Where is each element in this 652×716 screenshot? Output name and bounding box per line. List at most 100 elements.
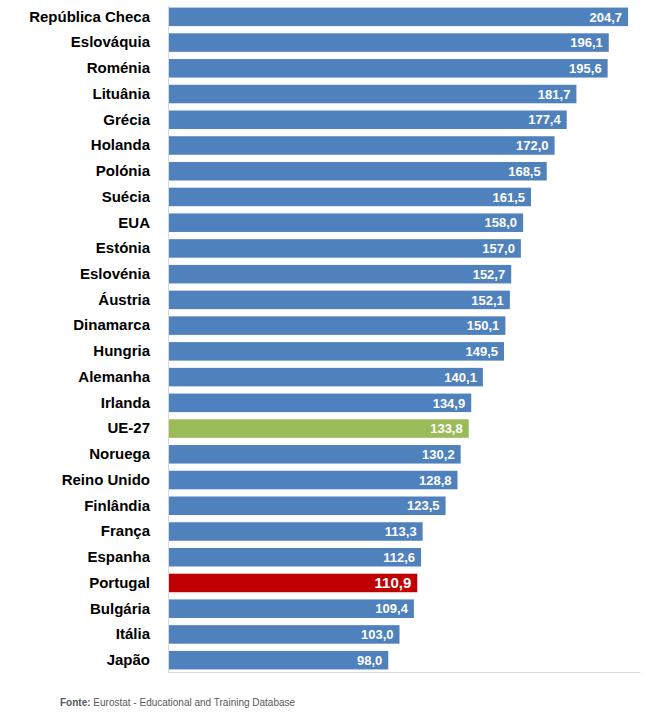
tick: Bulgária: [90, 599, 168, 616]
bar: [168, 265, 511, 284]
data-label: 112,6: [383, 550, 415, 565]
data-labels: 204,7196,1195,6181,7177,4172,0168,5161,5…: [357, 10, 622, 668]
data-label: 123,5: [407, 498, 440, 513]
tick-label: Dinamarca: [73, 316, 150, 333]
data-label: 140,1: [444, 370, 477, 385]
tick-label: Espanha: [87, 548, 150, 565]
bar: [168, 59, 608, 78]
tick-label: Irlanda: [101, 394, 151, 411]
tick-label: Noruega: [89, 445, 151, 462]
tick: Áustria: [98, 291, 168, 308]
tick: Irlanda: [101, 394, 168, 411]
tick: Espanha: [87, 548, 168, 565]
tick-label: UE-27: [107, 419, 150, 436]
tick-label: Japão: [107, 651, 150, 668]
tick: Grécia: [103, 111, 168, 128]
data-label: 152,1: [471, 293, 504, 308]
bar: [168, 162, 547, 181]
tick: Estónia: [96, 239, 168, 256]
tick: Alemanha: [78, 368, 168, 385]
tick-label: Lituânia: [92, 85, 150, 102]
y-axis-line: [168, 6, 169, 673]
x-axis-line: [169, 672, 641, 673]
tick: Suécia: [102, 188, 168, 205]
tick-label: Estónia: [96, 239, 151, 256]
bar: [168, 394, 471, 413]
data-label: 181,7: [538, 87, 571, 102]
tick-label: EUA: [118, 214, 150, 231]
tick-label: República Checa: [29, 8, 151, 25]
tick: Portugal: [89, 574, 168, 591]
bar: [168, 136, 555, 155]
tick: Eslovénia: [80, 265, 168, 282]
tick-label: Finlândia: [84, 497, 150, 514]
tick-label: Roménia: [87, 59, 151, 76]
bars: [168, 8, 628, 670]
tick: Reino Unido: [62, 471, 168, 488]
bar: [168, 111, 567, 130]
bar: [168, 497, 446, 516]
tick-label: Holanda: [91, 136, 151, 153]
tick-label: Grécia: [103, 111, 150, 128]
data-label: 204,7: [590, 10, 623, 25]
bar: [168, 316, 505, 335]
data-label: 157,0: [482, 241, 515, 256]
tick: Japão: [107, 651, 168, 668]
tick-label: Portugal: [89, 574, 150, 591]
bar: [168, 188, 531, 207]
annotations: Fonte: Eurostat - Educational and Traini…: [60, 697, 296, 708]
tick: UE-27: [107, 419, 168, 436]
tick: Itália: [116, 625, 168, 642]
data-label: 150,1: [467, 318, 500, 333]
tick-label: Eslováquia: [71, 33, 151, 50]
data-label: 98,0: [357, 653, 382, 668]
data-label: 134,9: [433, 396, 466, 411]
bar: [168, 368, 483, 387]
bar: [168, 213, 523, 232]
bar: [168, 342, 504, 361]
tick: Noruega: [89, 445, 168, 462]
bar: [168, 599, 414, 618]
tick-label: Bulgária: [90, 599, 151, 616]
source-note: Fonte: Eurostat - Educational and Traini…: [60, 697, 296, 708]
source-text: Eurostat - Educational and Training Data…: [93, 697, 295, 708]
tick: Dinamarca: [73, 316, 168, 333]
data-label: 172,0: [516, 138, 549, 153]
data-label: 110,9: [375, 574, 412, 591]
tick-label: Itália: [116, 625, 151, 642]
bar: [168, 445, 461, 464]
x-axis: [169, 672, 641, 673]
bar: [168, 651, 388, 670]
tick-label: Alemanha: [78, 368, 150, 385]
bar: [168, 471, 457, 490]
data-label: 128,8: [419, 473, 452, 488]
tick: Lituânia: [92, 85, 168, 102]
bar: [168, 33, 609, 52]
tick: Roménia: [87, 59, 168, 76]
bar: [168, 85, 576, 104]
tick-label: França: [101, 522, 151, 539]
data-label: 195,6: [569, 61, 602, 76]
data-label: 149,5: [465, 344, 498, 359]
tick-label: Suécia: [102, 188, 151, 205]
bar: [168, 291, 510, 310]
data-label: 161,5: [492, 190, 525, 205]
tick: EUA: [118, 214, 168, 231]
tick-label: Polónia: [96, 162, 151, 179]
bar: [168, 239, 521, 258]
y-axis: República Checa Eslováquia Roménia Lituânia…: [29, 6, 168, 673]
bar: [168, 548, 421, 567]
tick: França: [101, 522, 168, 539]
data-label: 196,1: [570, 35, 603, 50]
tick: Eslováquia: [71, 33, 168, 50]
data-label: 133,8: [430, 421, 463, 436]
data-label: 109,4: [375, 601, 408, 616]
tick-label: Reino Unido: [62, 471, 150, 488]
data-label: 152,7: [473, 267, 506, 282]
tick: Polónia: [96, 162, 168, 179]
bar: [168, 574, 417, 593]
source-label: Fonte:: [60, 697, 93, 708]
bar: [168, 8, 628, 27]
tick: Finlândia: [84, 497, 168, 514]
tick-label: Áustria: [98, 291, 150, 308]
